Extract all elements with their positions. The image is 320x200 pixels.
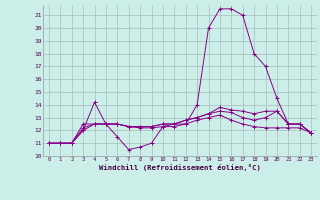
X-axis label: Windchill (Refroidissement éolien,°C): Windchill (Refroidissement éolien,°C) <box>99 164 261 171</box>
